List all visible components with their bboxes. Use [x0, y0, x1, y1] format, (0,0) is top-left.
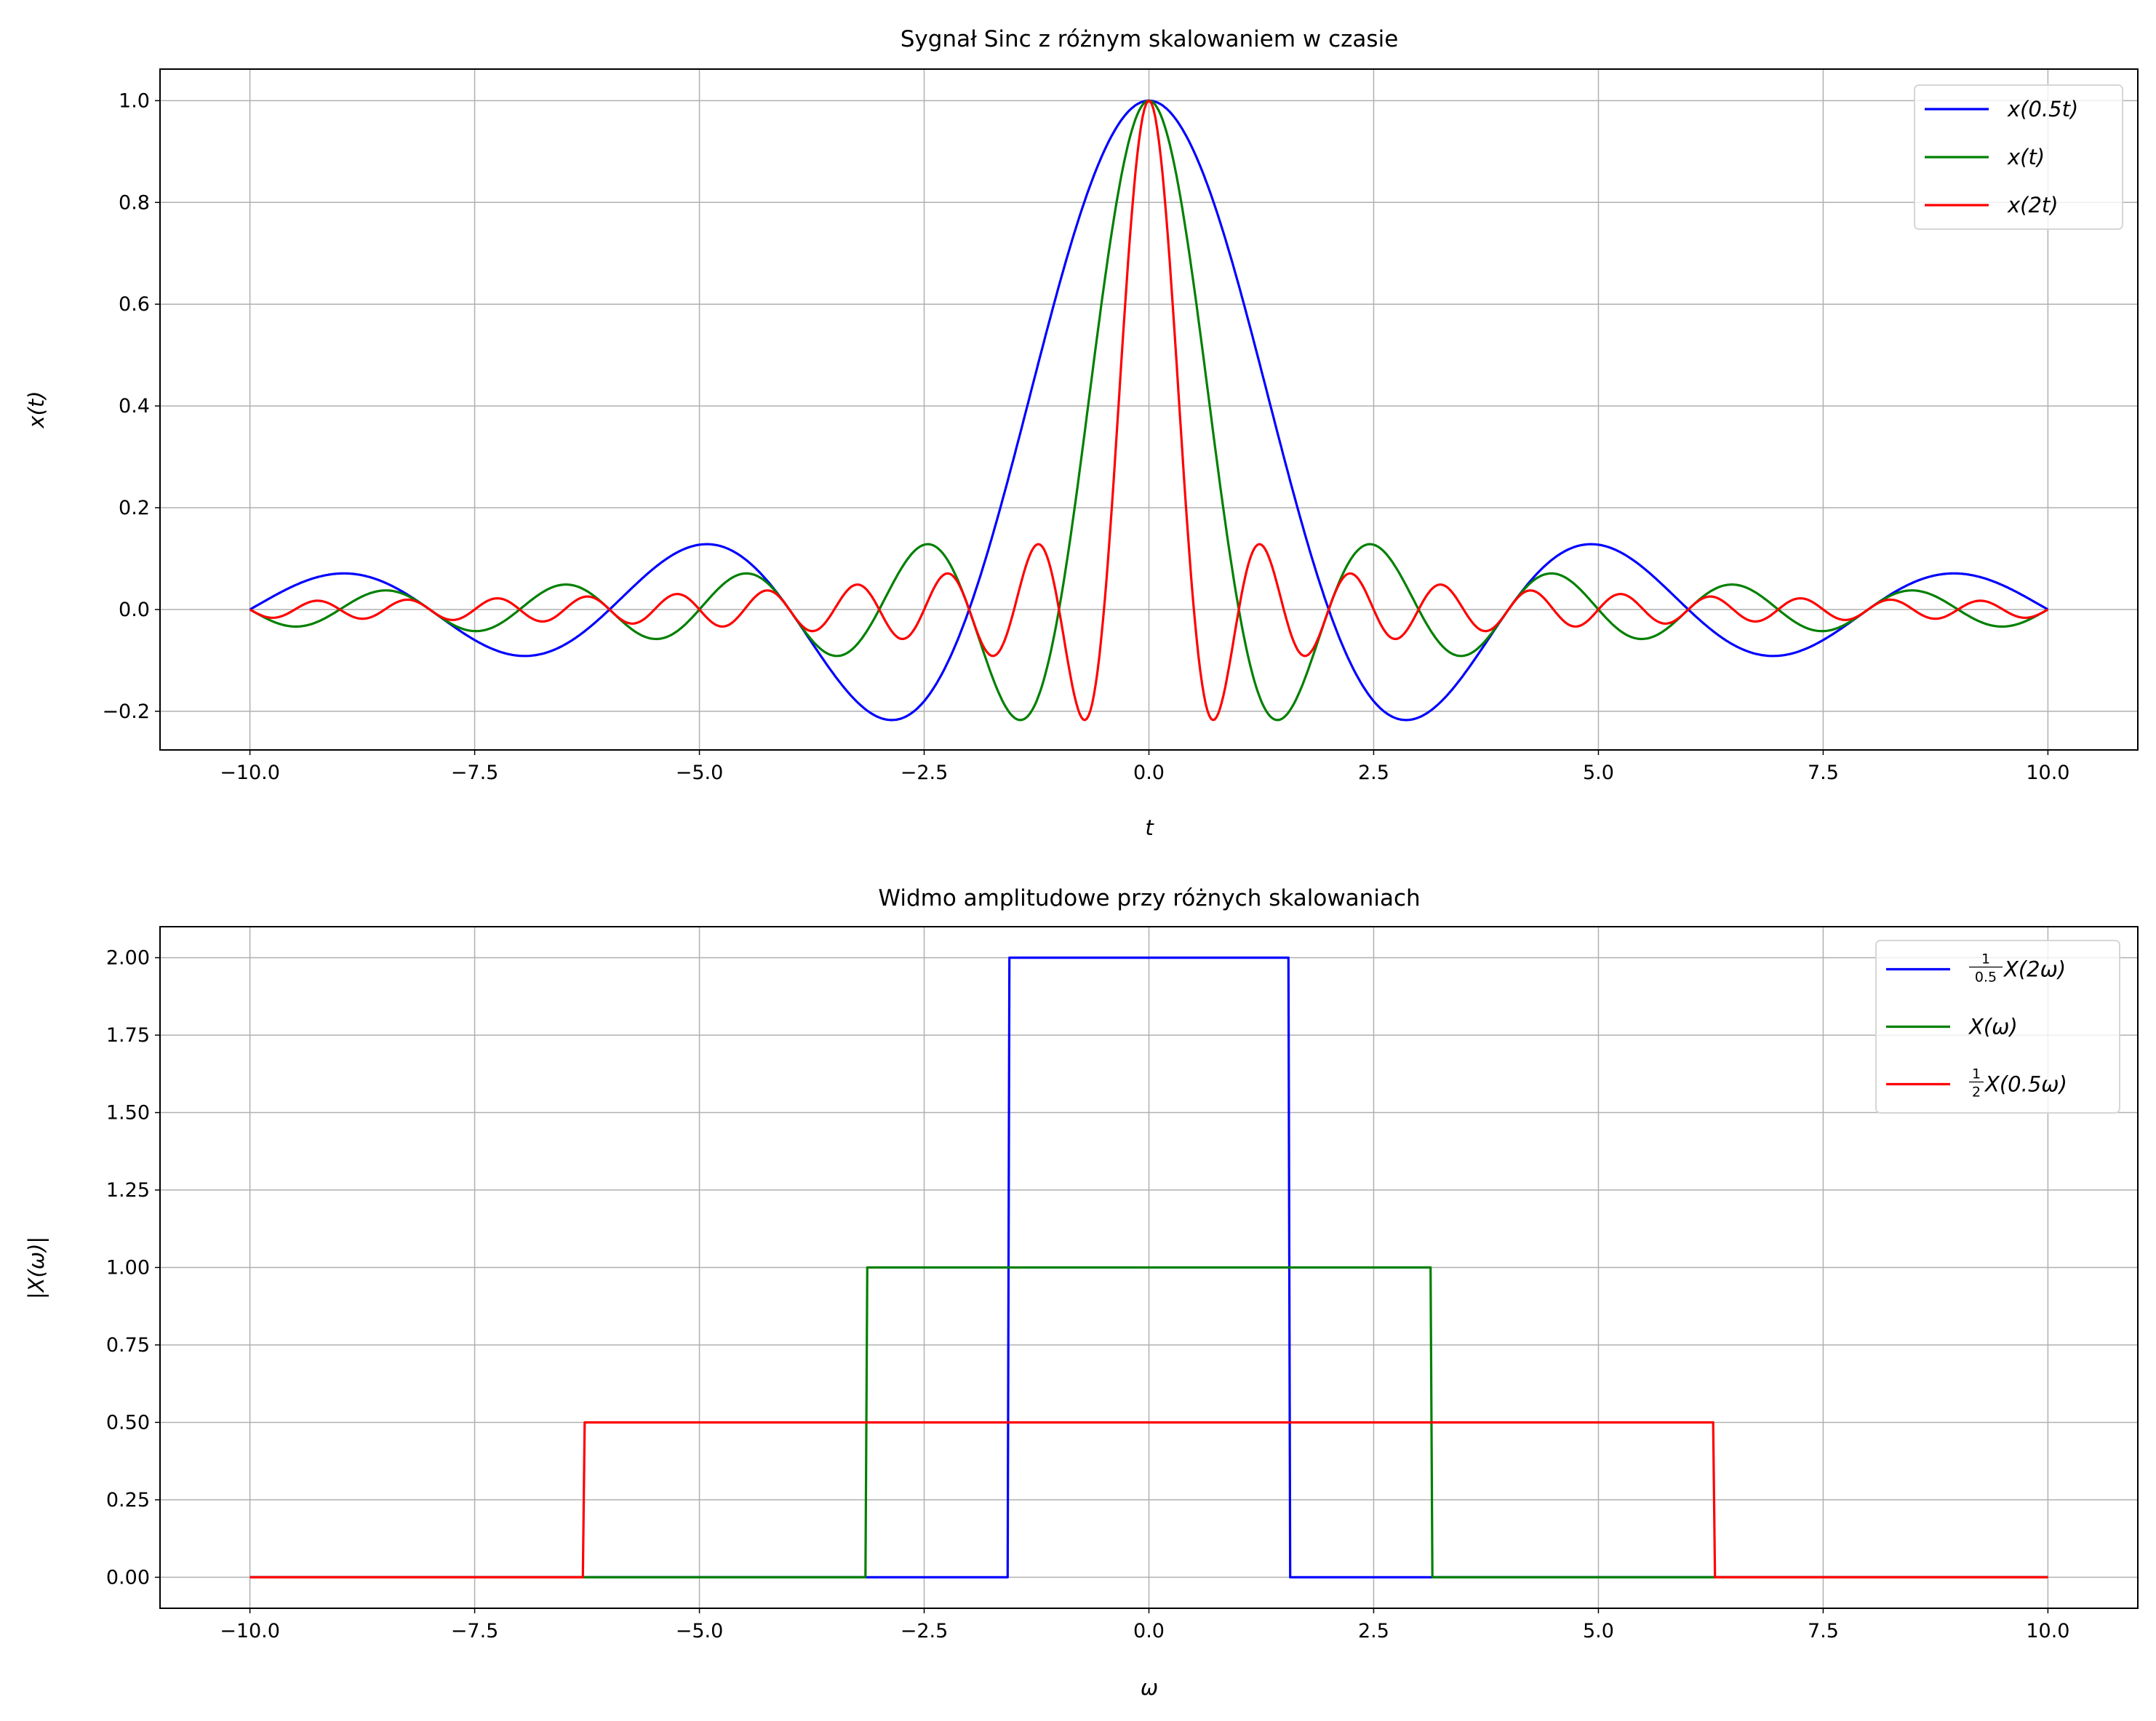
legend-item: x(0.5t) — [1925, 97, 2078, 121]
x-tick-label: −2.5 — [901, 762, 949, 784]
legend-item: x(2t) — [1925, 193, 2059, 217]
x-axis-label: ω — [1141, 1675, 1158, 1700]
chart-title: Sygnał Sinc z różnym skalowaniem w czasi… — [901, 26, 1399, 52]
y-tick-label: 2.00 — [106, 947, 150, 970]
legend-label: X(ω) — [1968, 1015, 2018, 1039]
legend-label: X(2ω) — [2003, 957, 2066, 982]
y-tick-label: 0.6 — [119, 293, 150, 316]
legend-item: 1 2 X(0.5ω) — [1886, 1066, 2067, 1101]
axes-frame — [159, 68, 2139, 751]
x-axis-label: t — [1145, 815, 1154, 840]
legend-item: x(t) — [1925, 145, 2045, 169]
y-tick-label: 1.25 — [106, 1179, 150, 1202]
y-tick-label: 1.00 — [106, 1257, 150, 1279]
legend-item: 1 0.5 X(2ω) — [1886, 951, 2066, 986]
series-line-2 — [249, 100, 2049, 722]
legend-box — [1875, 940, 2120, 1114]
y-axis-label: |X(ω)| — [24, 1237, 49, 1299]
y-axis-label: x(t) — [24, 391, 49, 428]
x-tick-label: 2.5 — [1358, 1620, 1389, 1642]
y-tick-label: 1.50 — [106, 1102, 150, 1125]
x-tick-label: 5.0 — [1583, 762, 1614, 784]
legend: 1 0.5 X(2ω) X(ω) 1 2 X(0.5ω) — [1875, 940, 2120, 1114]
y-tick-label: 0.50 — [106, 1411, 150, 1434]
axes-frame — [159, 926, 2139, 1609]
x-tick-label: 2.5 — [1358, 762, 1389, 784]
y-tick-label: 0.4 — [119, 395, 150, 418]
x-tick-label: −10.0 — [220, 762, 280, 784]
x-tick-label: 10.0 — [2026, 762, 2069, 784]
x-tick-label: −5.0 — [676, 1620, 724, 1642]
legend-fraction-denominator: 0.5 — [1975, 970, 1997, 986]
x-tick-label: −10.0 — [220, 1620, 280, 1642]
legend-label: x(0.5t) — [2007, 97, 2078, 121]
time-domain-plot: Sygnał Sinc z różnym skalowaniem w czasi… — [24, 26, 2139, 840]
legend-label: x(t) — [2007, 145, 2045, 169]
x-tick-label: 0.0 — [1133, 762, 1165, 784]
x-tick-label: 7.5 — [1808, 1620, 1839, 1642]
x-tick-label: −7.5 — [451, 762, 499, 784]
x-tick-label: 7.5 — [1808, 762, 1839, 784]
legend-fraction-numerator: 1 — [1972, 1066, 1981, 1082]
y-tick-label: 0.2 — [119, 497, 150, 519]
y-tick-label: 0.8 — [119, 191, 150, 214]
spectrum-plot: Widmo amplitudowe przy różnych skalowani… — [24, 885, 2139, 1700]
x-tick-label: −7.5 — [451, 1620, 499, 1642]
legend-label: X(0.5ω) — [1984, 1072, 2067, 1097]
series-line-2 — [249, 1421, 2048, 1578]
y-tick-label: −0.2 — [102, 700, 150, 723]
x-tick-label: 0.0 — [1133, 1620, 1165, 1642]
x-tick-label: −2.5 — [901, 1620, 949, 1642]
legend-box — [1914, 84, 2123, 230]
x-tick-label: 5.0 — [1583, 1620, 1614, 1642]
legend-fraction-denominator: 2 — [1972, 1085, 1981, 1101]
legend-label: x(2t) — [2007, 193, 2059, 217]
x-tick-label: −5.0 — [676, 762, 724, 784]
x-tick-label: 10.0 — [2026, 1620, 2069, 1642]
y-tick-label: 0.75 — [106, 1334, 150, 1357]
legend-fraction-numerator: 1 — [1981, 951, 1990, 967]
y-tick-label: 0.0 — [119, 599, 150, 621]
y-tick-label: 0.00 — [106, 1566, 150, 1589]
chart-title: Widmo amplitudowe przy różnych skalowani… — [878, 885, 1420, 911]
legend: x(0.5t) x(t) x(2t) — [1914, 84, 2123, 230]
y-tick-label: 1.0 — [119, 89, 150, 112]
y-tick-label: 0.25 — [106, 1489, 150, 1512]
legend-item: X(ω) — [1886, 1015, 2018, 1039]
y-tick-label: 1.75 — [106, 1024, 150, 1047]
